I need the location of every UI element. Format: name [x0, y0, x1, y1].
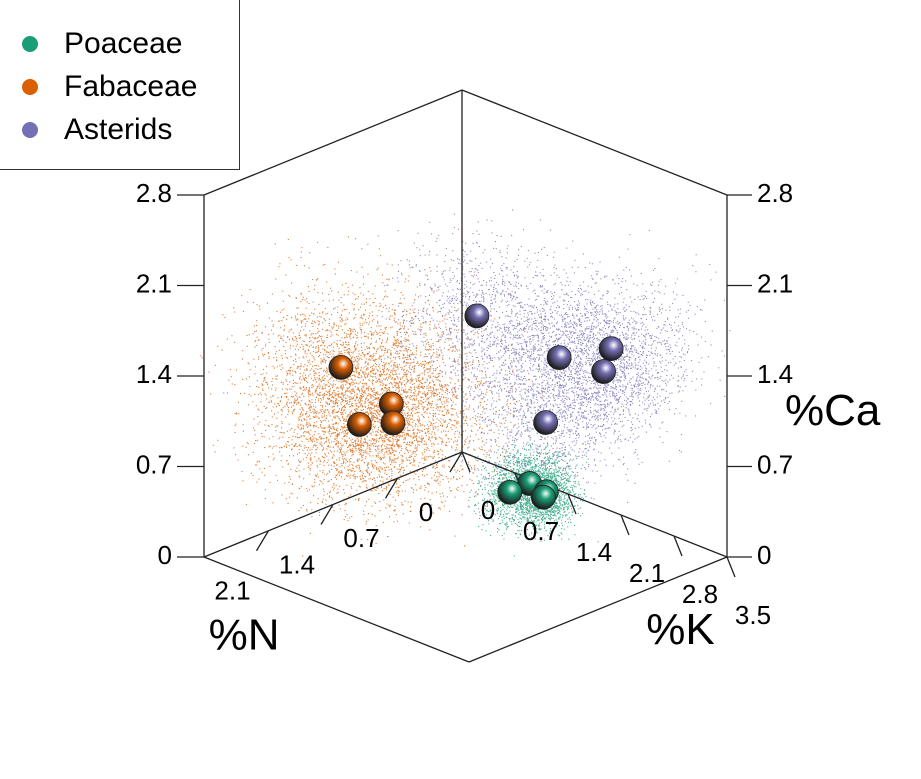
point-asterids-2 [598, 336, 624, 362]
x-tick-label: 2.8 [682, 579, 718, 609]
x-tick-label: 0 [481, 495, 495, 525]
plot-box [203, 89, 728, 663]
x-tick-label: 2.1 [629, 558, 665, 588]
axes: 0 0 0.7 0.7 1.4 1.4 2.1 2.1 2.8 2.8 0 0.7 1.4 2.1 0 0.7… [136, 178, 881, 660]
legend-marker-fabaceae [22, 79, 38, 95]
y-tick [320, 504, 334, 525]
legend-item-asterids: Asterids [22, 112, 172, 148]
x-tick [673, 535, 683, 557]
legend: Poaceae Fabaceae Asterids [0, 0, 240, 170]
z-axis-title: %Ca [785, 386, 881, 435]
x-axis-title: %K [646, 605, 714, 654]
z-tick-label-right: 2.1 [757, 268, 793, 298]
point-fabaceae-2 [346, 412, 372, 437]
z-tick-label-left: 2.1 [136, 268, 172, 298]
x-tick-label: 3.5 [735, 600, 771, 630]
z-tick-label-left: 0 [158, 540, 172, 570]
x-tick [461, 451, 471, 473]
y-axis-title: %N [209, 610, 280, 659]
y-tick [449, 451, 463, 473]
y-tick-label: 0 [419, 497, 433, 527]
z-tick-label-left: 2.8 [136, 178, 172, 208]
x-tick [726, 556, 736, 578]
point-asterids-3 [591, 359, 616, 384]
x-tick [620, 514, 630, 536]
z-tick-label-right: 0.7 [757, 449, 793, 479]
legend-marker-poaceae [22, 36, 38, 52]
point-asterids-1 [546, 345, 572, 371]
point-asterids-0 [464, 303, 490, 329]
legend-label-asterids: Asterids [64, 113, 173, 146]
posterior-clouds [200, 209, 731, 564]
z-tick-label-left: 0.7 [136, 449, 172, 479]
z-tick-label-right: 2.8 [757, 178, 793, 208]
box-edge [203, 556, 470, 663]
point-poaceae-3 [530, 484, 556, 510]
point-fabaceae-0 [328, 354, 354, 380]
z-tick-label-right: 1.4 [757, 359, 793, 389]
legend-item-poaceae: Poaceae [22, 26, 182, 62]
x-tick-label: 1.4 [576, 537, 612, 567]
legend-marker-asterids [22, 122, 38, 138]
cloud-asterids [361, 209, 731, 543]
legend-item-fabaceae: Fabaceae [22, 69, 197, 105]
cloud-fabaceae [200, 228, 549, 564]
box-edge [461, 451, 728, 558]
x-tick-label: 0.7 [523, 516, 559, 546]
z-tick-label-right: 0 [757, 540, 771, 570]
z-tick-label-left: 1.4 [136, 359, 172, 389]
data-markers [328, 303, 624, 510]
y-tick [255, 530, 270, 552]
y-tick [384, 477, 399, 499]
box-edge [203, 89, 463, 196]
legend-label-poaceae: Poaceae [64, 27, 183, 60]
point-poaceae-2 [497, 479, 523, 505]
y-tick-label: 1.4 [279, 549, 315, 579]
box-edge [468, 556, 728, 663]
point-fabaceae-3 [380, 410, 406, 436]
legend-label-fabaceae: Fabaceae [64, 70, 198, 103]
point-asterids-4 [533, 410, 559, 435]
box-edge [461, 89, 728, 196]
y-tick-label: 2.1 [214, 576, 250, 606]
x-tick [567, 493, 577, 515]
y-tick-label: 0.7 [343, 523, 379, 553]
